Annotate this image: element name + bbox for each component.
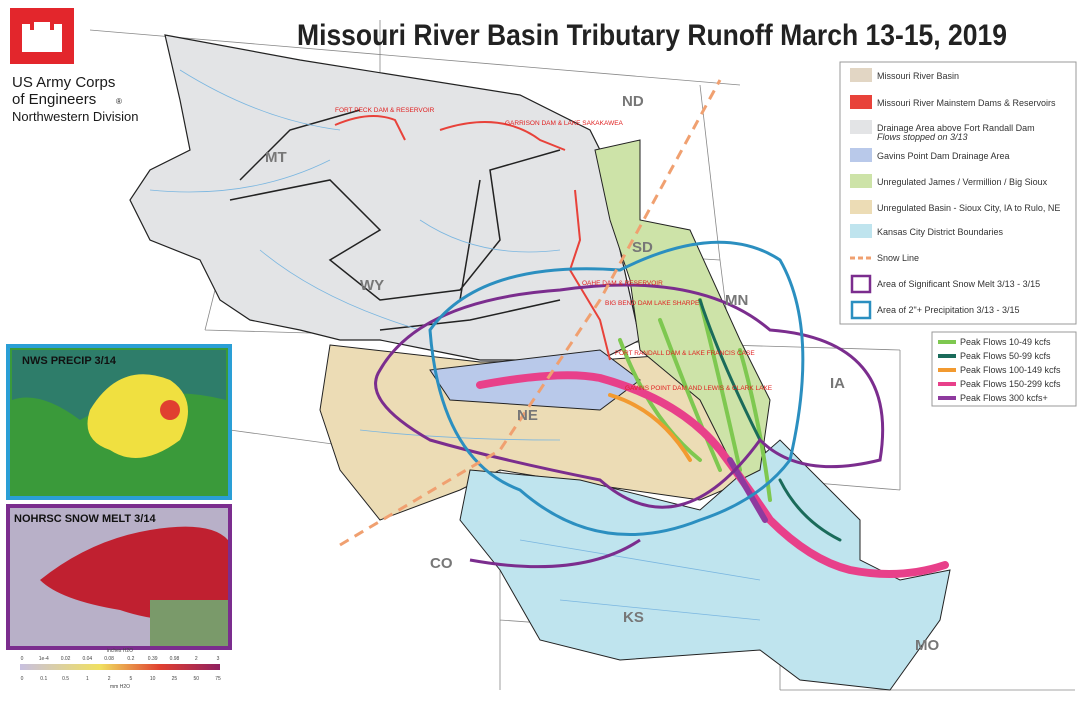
scale-label: 0.98	[170, 656, 180, 662]
legend-swatch	[850, 274, 872, 294]
scale-label: 0.2	[127, 656, 134, 662]
scale-label: 1e-4	[39, 656, 49, 662]
reservoirs	[334, 115, 611, 361]
state-label: IA	[830, 375, 845, 392]
legend-label: Gavins Point Dam Drainage Area	[877, 151, 1010, 161]
scale-unit: mm H2O	[110, 684, 130, 690]
snow-melt-area	[374, 283, 885, 569]
precip-fill	[160, 400, 180, 420]
flow-label: Peak Flows 150-299 kcfs	[960, 379, 1061, 389]
scale-label: 0.1	[40, 676, 47, 682]
scale-label: 0	[21, 676, 24, 682]
snow-fill	[40, 526, 228, 620]
legend-label: Kansas City District Boundaries	[877, 227, 1004, 237]
legend-swatch	[850, 224, 872, 238]
state-label: ND	[622, 93, 644, 110]
legend: Missouri River Basin Missouri River Mains…	[850, 68, 1060, 320]
logo-division: Northwestern Division	[12, 109, 138, 124]
unregulated-james	[594, 139, 771, 481]
state-label: CO	[430, 555, 453, 572]
legend-label: Unregulated James / Vermillion / Big Sio…	[877, 177, 1048, 187]
state-label: WY	[360, 277, 384, 294]
scale-label: 3	[217, 656, 220, 662]
flow-label: Peak Flows 300 kcfs+	[960, 393, 1048, 403]
state-label: MT	[265, 149, 287, 166]
legend-label: Drainage Area above Fort Randall Dam	[877, 123, 1035, 133]
dam-label: GAVINS POINT DAM AND LEWIS & CLARK LAKE	[625, 385, 773, 392]
scale-label: 75	[215, 676, 221, 682]
flow-label: Peak Flows 100-149 kcfs	[960, 365, 1061, 375]
state-label: KS	[623, 609, 644, 626]
logo-mark: ®	[116, 97, 122, 106]
legend-box	[839, 61, 1077, 325]
legend-sublabel: Flows stopped on 3/13	[877, 132, 968, 142]
dam-label: OAHE DAM & RESERVOIR	[582, 280, 663, 287]
title: Missouri River Basin Tributary Runoff Ma…	[297, 19, 1007, 52]
legend-label: Snow Line	[877, 253, 919, 263]
scale-label: 2	[108, 676, 111, 682]
scale-label: 0.5	[62, 676, 69, 682]
scale-bar	[20, 664, 220, 670]
flow-label: Peak Flows 10-49 kcfs	[960, 337, 1051, 347]
state-label: SD	[632, 239, 653, 256]
inset-title: NWS PRECIP 3/14	[22, 355, 117, 367]
dam-label: BIG BEND DAM LAKE SHARPE	[605, 300, 700, 307]
precip-area	[428, 240, 805, 536]
flow-legend: Peak Flows 10-49 kcfs Peak Flows 50-99 kc…	[938, 337, 1061, 403]
scale-label: 0.39	[148, 656, 158, 662]
dam-label: FORT RANDALL DAM & LAKE FRANCIS CASE	[615, 350, 755, 357]
legend-swatch	[850, 95, 872, 109]
legend-swatch	[850, 68, 872, 82]
scale-label: 1	[86, 676, 89, 682]
scale-label: 0	[21, 656, 24, 662]
sub-basin-lines	[229, 109, 561, 331]
state-label: MO	[915, 637, 939, 654]
scale-label: 10	[150, 676, 156, 682]
legend-swatch	[850, 120, 872, 134]
dam-label: GARRISON DAM & LAKE SAKAKAWEA	[505, 120, 624, 127]
snow-line	[339, 79, 722, 547]
snow-fill	[150, 600, 228, 646]
legend-swatch	[850, 200, 872, 214]
flow-label: Peak Flows 50-99 kcfs	[960, 351, 1051, 361]
scale-label: 5	[129, 676, 132, 682]
rivers	[149, 69, 761, 621]
logo-text: US Army Corps	[12, 74, 115, 91]
legend-swatch	[850, 174, 872, 188]
scale-unit: inches H2O	[107, 648, 133, 654]
inset-title: NOHRSC SNOW MELT 3/14	[14, 513, 156, 525]
legend-label: Unregulated Basin - Sioux City, IA to Ru…	[877, 203, 1060, 213]
scale-label: 25	[172, 676, 178, 682]
logo-text: of Engineers	[12, 91, 96, 108]
scale-label: 0.02	[61, 656, 71, 662]
scale-labels: 0 1e-4 0.02 0.04 0.08 0.2 0.39 0.98 2 30 0.1 0.5 1 2 5…	[21, 656, 221, 682]
legend-label: Area of 2"+ Precipitation 3/13 - 3/15	[877, 305, 1020, 315]
legend-label: Missouri River Mainstem Dams & Reservoir…	[877, 98, 1056, 108]
logo-castle	[22, 22, 62, 52]
dam-label: FORT PECK DAM & RESERVOIR	[335, 107, 435, 114]
scale-label: 2	[195, 656, 198, 662]
legend-label: Area of Significant Snow Melt 3/13 - 3/1…	[877, 279, 1040, 289]
state-label: NE	[517, 407, 538, 424]
scale-label: 0.08	[104, 656, 114, 662]
scale-label: 50	[193, 676, 199, 682]
state-label: MN	[725, 292, 748, 309]
legend-swatch	[850, 300, 872, 320]
precip-fill	[87, 374, 188, 458]
scale-label: 0.04	[82, 656, 92, 662]
drainage-fort-randall	[129, 34, 641, 361]
legend-label: Missouri River Basin	[877, 71, 959, 81]
legend-swatch	[850, 148, 872, 162]
